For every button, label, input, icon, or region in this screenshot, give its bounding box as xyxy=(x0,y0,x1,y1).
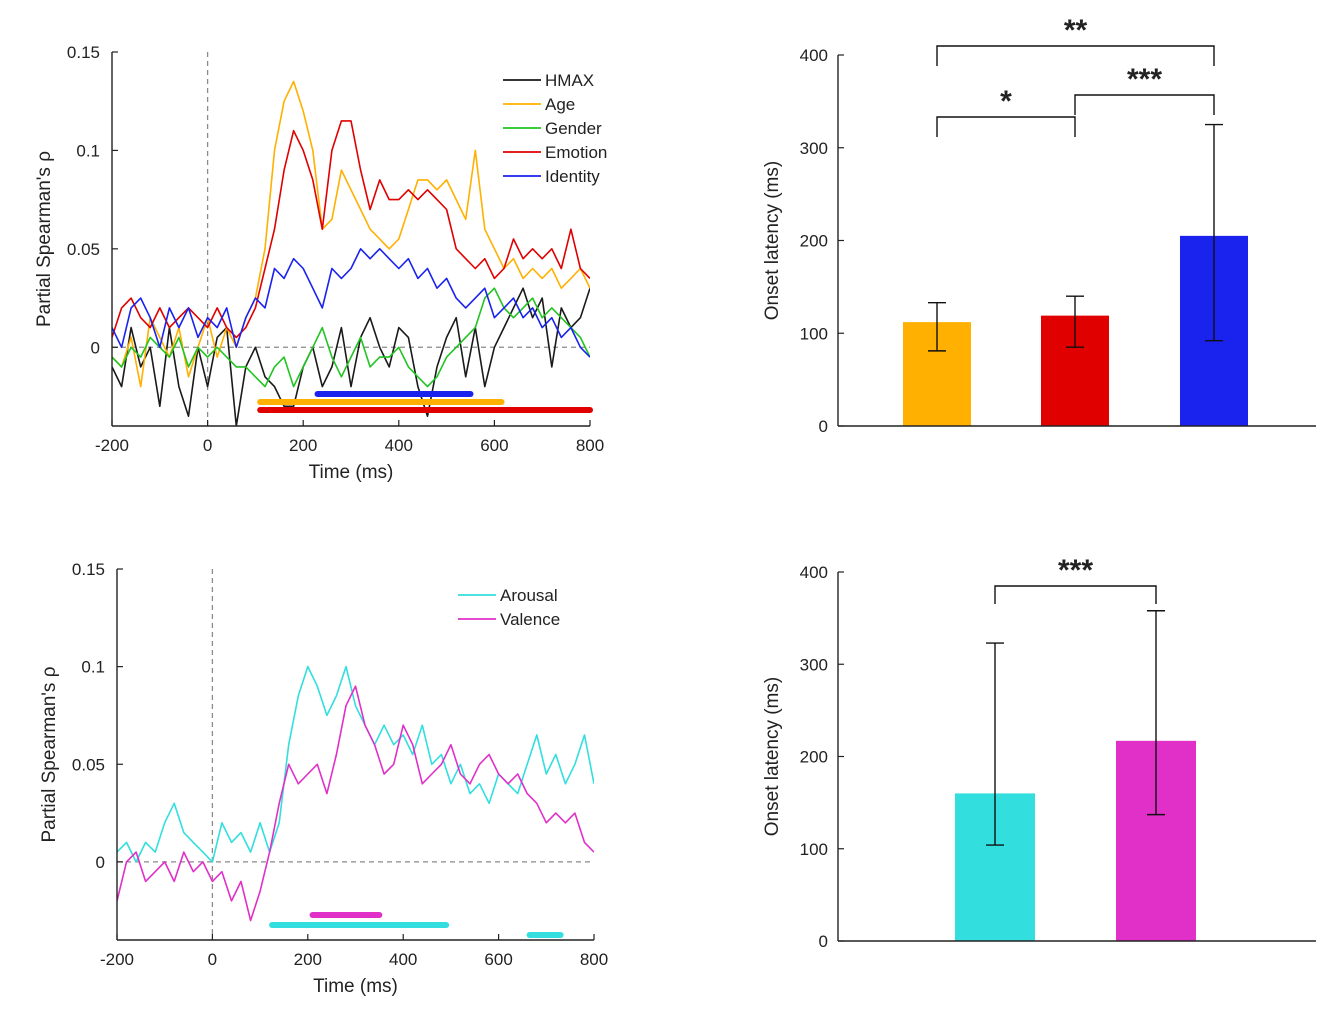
significance-bracket xyxy=(1074,94,1215,115)
series-line-identity xyxy=(112,248,590,358)
x-tick-label: 600 xyxy=(480,436,508,455)
x-axis-label: Time (ms) xyxy=(313,976,398,997)
significance-stars: *** xyxy=(1127,63,1162,96)
y-axis-label: Onset latency (ms) xyxy=(762,677,783,836)
y-tick-label: 100 xyxy=(800,324,828,343)
line-chart-arousal-valence: -200 0 200 400 600 800 0 0.05 0.1 0.15 Time (ms) Pa… xyxy=(39,560,608,997)
significance-bracket xyxy=(994,585,1157,604)
y-tick-label: 0 xyxy=(819,417,828,436)
significance-bracket xyxy=(936,45,1215,66)
legend-label-identity: Identity xyxy=(545,167,600,186)
bar-chart-arousal-valence-onset-latency: 0 100 200 300 400 Onset latency (ms) *** xyxy=(762,554,1316,951)
x-tick-label: -200 xyxy=(95,436,129,455)
series-line-arousal xyxy=(117,665,594,863)
legend-label-valence: Valence xyxy=(500,610,560,629)
x-tick-label: 0 xyxy=(203,436,212,455)
legend-label-gender: Gender xyxy=(545,119,602,138)
significance-stars: ** xyxy=(1064,14,1088,47)
series-group xyxy=(117,665,594,922)
y-tick-label: 0.1 xyxy=(76,141,100,160)
x-tick-label: 800 xyxy=(576,436,604,455)
legend-label-hmax: HMAX xyxy=(545,71,594,90)
legend-label-age: Age xyxy=(545,95,575,114)
y-tick-label: 0 xyxy=(96,853,105,872)
y-tick-label: 200 xyxy=(800,748,828,767)
x-tick-label: -200 xyxy=(100,950,134,969)
significance-stars: * xyxy=(1000,85,1012,118)
x-tick-label: 200 xyxy=(294,950,322,969)
series-line-valence xyxy=(117,685,594,922)
y-tick-label: 400 xyxy=(800,46,828,65)
series-line-gender xyxy=(112,287,590,388)
line-chart-face-features: -200 0 200 400 600 800 0 0.05 0.1 0.15 Time (ms) Pa… xyxy=(34,43,607,483)
y-tick-label: 0.15 xyxy=(72,560,105,579)
y-tick-label: 300 xyxy=(800,655,828,674)
y-axis-label: Onset latency (ms) xyxy=(762,161,783,320)
y-tick-label: 300 xyxy=(800,139,828,158)
y-tick-label: 0.1 xyxy=(81,658,105,677)
series-group xyxy=(112,80,590,426)
legend-label-arousal: Arousal xyxy=(500,586,558,605)
x-tick-label: 0 xyxy=(208,950,217,969)
legend-label-emotion: Emotion xyxy=(545,143,607,162)
x-tick-label: 600 xyxy=(484,950,512,969)
y-tick-label: 0.05 xyxy=(72,755,105,774)
x-tick-label: 400 xyxy=(385,436,413,455)
y-tick-label: 0.15 xyxy=(67,43,100,62)
y-tick-label: 100 xyxy=(800,840,828,859)
significance-stars: *** xyxy=(1058,554,1093,587)
x-tick-label: 800 xyxy=(580,950,608,969)
y-tick-label: 0.05 xyxy=(67,240,100,259)
y-tick-label: 0 xyxy=(91,338,100,357)
y-axis-label: Partial Spearman's ρ xyxy=(39,666,60,842)
y-axis-label: Partial Spearman's ρ xyxy=(34,151,55,327)
y-tick-label: 200 xyxy=(800,232,828,251)
x-axis-label: Time (ms) xyxy=(309,462,394,483)
x-tick-label: 200 xyxy=(289,436,317,455)
series-line-age xyxy=(112,80,590,388)
x-tick-label: 400 xyxy=(389,950,417,969)
significance-bracket xyxy=(936,116,1076,137)
y-tick-label: 400 xyxy=(800,563,828,582)
y-tick-label: 0 xyxy=(819,932,828,951)
series-line-emotion xyxy=(112,120,590,339)
